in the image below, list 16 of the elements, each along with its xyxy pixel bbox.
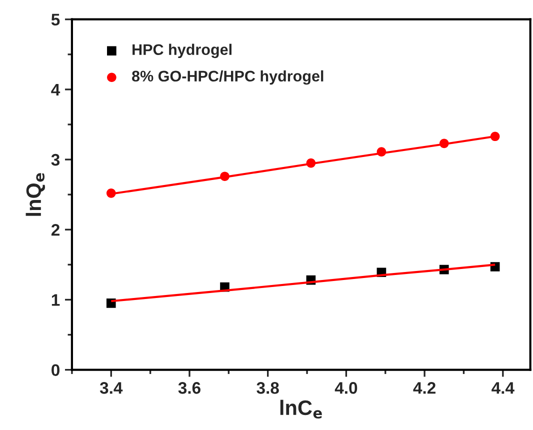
x-tick-label: 3.6 xyxy=(178,382,200,394)
x-tick-label: 4.4 xyxy=(492,382,514,394)
legend-label: 8% GO-HPC/HPC hydrogel xyxy=(132,70,324,85)
y-axis-title: lnQ$_{e}$ xyxy=(26,173,45,216)
x-tick-label: 4.2 xyxy=(413,382,436,394)
y-tick-label: 4 xyxy=(51,84,60,96)
x-tick-label: 3.8 xyxy=(256,382,279,394)
y-tick-label: 1 xyxy=(52,294,60,306)
y-tick-label: 3 xyxy=(51,154,60,166)
x-axis-title: lnC$_{e}$ xyxy=(280,400,322,419)
y-tick-label: 5 xyxy=(51,14,60,26)
legend-label: HPC hydrogel xyxy=(132,44,232,58)
y-tick-label: 0 xyxy=(52,364,60,376)
x-tick-label: 4.0 xyxy=(334,382,358,394)
y-tick-label: 2 xyxy=(51,224,60,236)
x-tick-label: 3.4 xyxy=(100,382,123,394)
